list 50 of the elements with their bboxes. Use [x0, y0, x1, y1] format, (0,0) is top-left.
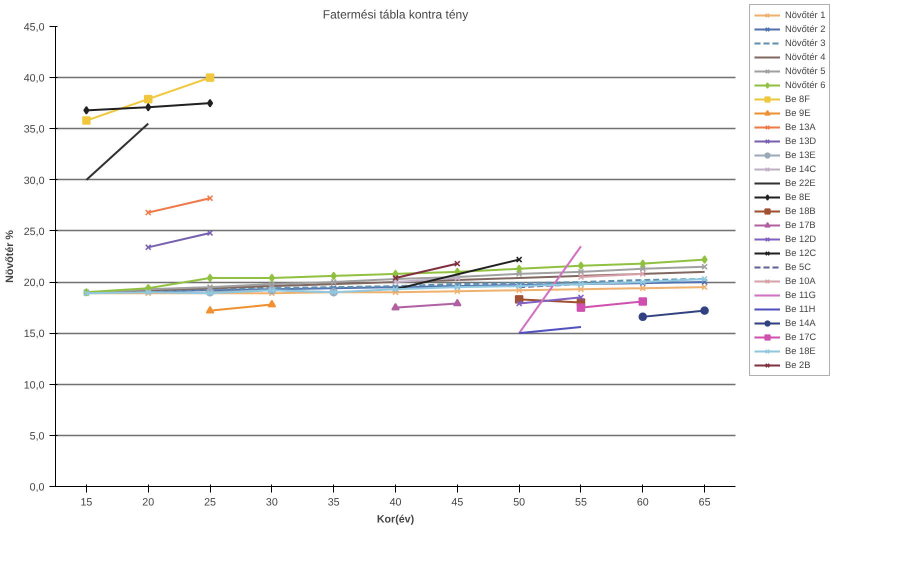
y-tick-label: 5,0 — [30, 430, 45, 442]
y-tick-label: 30,0 — [24, 174, 45, 187]
legend-label: Növőtér 5 — [785, 65, 826, 77]
legend-label: Be 13D — [785, 135, 816, 147]
legend-label: Be 14A — [785, 317, 816, 329]
legend-label: Be 12D — [785, 233, 816, 245]
x-tick-label: 45 — [451, 496, 464, 508]
legend-label: Növőtér 2 — [785, 23, 826, 35]
x-tick-label: 35 — [328, 496, 340, 508]
x-tick-label: 55 — [575, 496, 587, 508]
legend-label: Be 13A — [785, 121, 816, 133]
legend-label: Be 17C — [785, 331, 816, 343]
x-tick-label: 40 — [390, 496, 402, 508]
legend-label: Be 2B — [785, 359, 810, 371]
y-tick-label: 10,0 — [24, 379, 45, 392]
legend-label: Növőtér 4 — [785, 51, 826, 63]
x-tick-label: 50 — [513, 496, 526, 508]
legend-label: Növőtér 3 — [785, 37, 826, 49]
y-tick-label: 25,0 — [24, 226, 45, 238]
legend-label: Be 11H — [785, 303, 816, 315]
y-tick-label: 35,0 — [24, 124, 45, 136]
legend-label: Be 13E — [785, 149, 816, 161]
y-tick-label: 45,0 — [24, 22, 45, 34]
y-tick-label: 20,0 — [24, 277, 45, 290]
legend-label: Be 5C — [785, 261, 811, 273]
legend-label: Növőtér 1 — [785, 9, 826, 21]
legend-label: Be 10A — [785, 275, 816, 287]
x-tick-label: 65 — [698, 496, 711, 508]
legend-label: Be 9E — [785, 107, 810, 119]
legend-label: Be 11G — [785, 289, 816, 301]
y-tick-label: 40,0 — [24, 72, 45, 85]
y-tick-label: 0,0 — [30, 482, 45, 494]
legend-label: Be 8E — [785, 191, 810, 203]
y-axis-title: Növőtér % — [4, 230, 16, 283]
legend-label: Be 8F — [785, 93, 810, 105]
x-tick-label: 30 — [266, 496, 278, 508]
y-tick-label: 15,0 — [24, 328, 45, 340]
x-axis-title: Kor(év) — [376, 514, 415, 526]
legend-label: Be 22E — [785, 177, 816, 189]
x-tick-label: 25 — [204, 496, 216, 508]
x-tick-label: 20 — [142, 496, 154, 508]
legend-label: Be 18E — [785, 345, 816, 357]
legend-label: Be 14C — [785, 163, 816, 175]
x-tick-label: 15 — [80, 496, 92, 508]
legend-label: Be 18B — [785, 205, 816, 217]
legend-label: Növőtér 6 — [785, 79, 826, 91]
x-tick-label: 60 — [636, 496, 649, 508]
chart-title: Fatermési tábla kontra tény — [322, 8, 468, 22]
legend-label: Be 12C — [785, 247, 816, 259]
legend-label: Be 17B — [785, 219, 816, 231]
